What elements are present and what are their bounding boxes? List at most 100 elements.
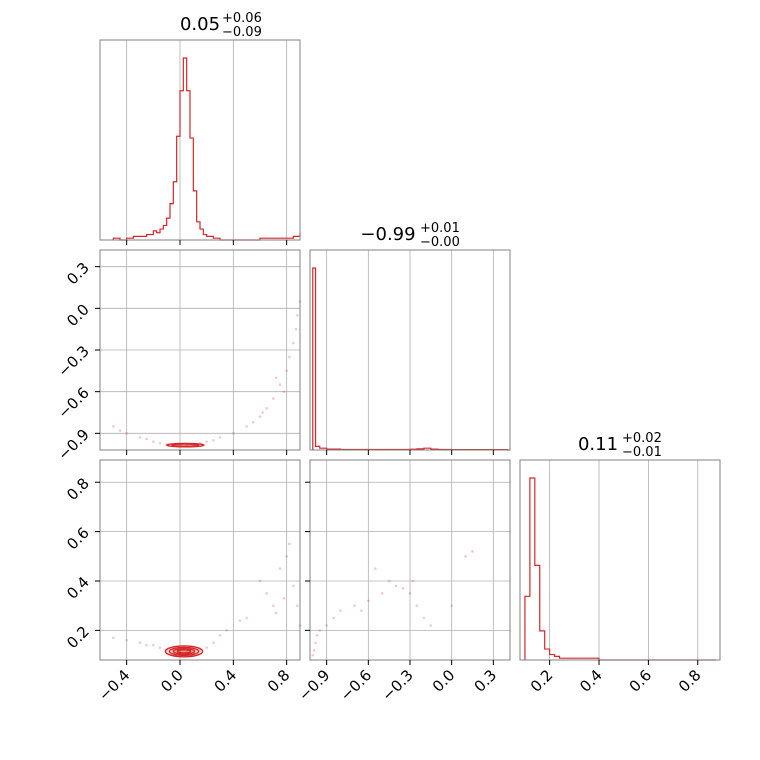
scatter-param1-param2-point bbox=[394, 584, 398, 588]
scatter-param0-param1-point bbox=[292, 341, 295, 345]
panel-param0-vs-param2-xtick-label-1: 0.0 bbox=[157, 666, 187, 696]
scatter-param0-param2-point bbox=[218, 634, 222, 637]
scatter-param0-param1-point bbox=[212, 438, 215, 442]
scatter-param0-param1-point bbox=[265, 407, 268, 410]
panel-hist-param2-xtick-label-1: 0.4 bbox=[576, 666, 606, 696]
panel-param0-vs-param2-border bbox=[99, 459, 301, 661]
scatter-param1-param2-point bbox=[353, 604, 356, 607]
scatter-param0-param2-point bbox=[258, 579, 262, 583]
panel-param0-vs-param1-ytick-label-2: −0.3 bbox=[54, 342, 92, 380]
title-param1-median: −0.99 bbox=[360, 224, 415, 245]
scatter-param0-param2-point bbox=[282, 596, 286, 600]
scatter-param1-param2-point bbox=[401, 587, 405, 590]
panel-hist-param1 bbox=[309, 249, 511, 455]
panel-param0-vs-param2: −0.4 0.0 0.4 0.8 0.2 0.4 0.6 0.8 bbox=[63, 459, 302, 705]
scatter-param0-param1-point bbox=[245, 425, 248, 428]
scatter-param0-param2-point bbox=[145, 643, 148, 647]
scatter-param0-param1-point bbox=[118, 429, 122, 432]
scatter-param0-param1-point bbox=[296, 313, 299, 317]
scatter-param1-param2-point bbox=[360, 609, 363, 612]
title-param2-minus: −0.01 bbox=[622, 445, 662, 460]
scatter-param0-param2-point bbox=[238, 619, 242, 622]
scatter-param1-param2-point bbox=[471, 550, 474, 553]
title-param0: 0.05 bbox=[180, 14, 220, 35]
hist-param0-line bbox=[112, 57, 301, 241]
title-param0-plus: +0.06 bbox=[222, 11, 262, 26]
panel-param0-vs-param2-ytick-label-2: 0.6 bbox=[63, 524, 93, 554]
panel-param0-vs-param1-ytick-label-3: 0.0 bbox=[63, 300, 93, 330]
scatter-param0-param2-point bbox=[288, 542, 291, 546]
panel-hist-param0 bbox=[99, 39, 301, 245]
scatter-param0-param1-point bbox=[158, 441, 162, 445]
panel-hist-param2-xtick-label-3: 0.8 bbox=[675, 666, 705, 696]
scatter-param0-param2-point bbox=[125, 638, 128, 642]
panel-param0-vs-param1-ytick-label-0: −0.9 bbox=[54, 425, 92, 463]
title-param2-plus: +0.02 bbox=[622, 431, 662, 446]
scatter-param0-param2-point bbox=[285, 554, 288, 558]
scatter-param0-param1-point bbox=[285, 369, 288, 373]
scatter-param0-param2-point bbox=[212, 641, 215, 645]
panel-param0-vs-param2-xtick-label-0: −0.4 bbox=[95, 666, 133, 704]
scatter-param0-param1-point bbox=[252, 420, 255, 424]
scatter-param1-param2-point bbox=[415, 604, 419, 607]
title-param0-minus: −0.09 bbox=[222, 25, 262, 40]
title-param2: 0.11 bbox=[578, 434, 618, 455]
scatter-param0-param2-point bbox=[278, 567, 282, 570]
panel-hist-param2-xtick-label-0: 0.2 bbox=[527, 666, 557, 696]
panel-param0-vs-param2-bg bbox=[100, 460, 300, 660]
panel-hist-param2-bg bbox=[520, 460, 720, 660]
scatter-param1-param2-point bbox=[408, 592, 412, 595]
scatter-param1-param2-point bbox=[373, 567, 377, 570]
scatter-param0-param2-point bbox=[158, 646, 162, 649]
scatter-param0-param2-point bbox=[292, 584, 295, 588]
scatter-param1-param2-point bbox=[312, 648, 316, 652]
panel-hist-param0-bg bbox=[100, 40, 300, 240]
scatter-param0-param1-point bbox=[112, 425, 115, 428]
title-param1-minus: −0.00 bbox=[420, 235, 460, 250]
scatter-param0-param1-point bbox=[274, 376, 278, 380]
scatter-param1-param2-point bbox=[464, 554, 467, 558]
scatter-param1-param2-point bbox=[318, 629, 322, 632]
scatter-param0-param1-point bbox=[294, 327, 298, 331]
panel-param1-vs-param2-xtick-label-0: −0.9 bbox=[295, 666, 333, 704]
scatter-param1-param2-point bbox=[314, 641, 317, 645]
scatter-param0-param1-point bbox=[261, 411, 264, 414]
scatter-param1-param2-point bbox=[311, 653, 315, 657]
scatter-param1-param2-point bbox=[367, 599, 370, 603]
scatter-param0-param2-point bbox=[296, 604, 299, 607]
scatter-param0-param1-point bbox=[152, 440, 155, 443]
scatter-param0-param1-point bbox=[205, 440, 208, 443]
panel-param0-vs-param1-ytick-label-1: −0.6 bbox=[54, 384, 92, 422]
title-param1-plus: +0.01 bbox=[420, 221, 460, 236]
scatter-param1-param2-point bbox=[380, 592, 384, 595]
scatter-param1-param2-point bbox=[429, 624, 433, 627]
scatter-param0-param2-point bbox=[265, 592, 268, 595]
scatter-param0-param2-point bbox=[112, 636, 115, 640]
scatter-param0-param1-point bbox=[138, 436, 142, 439]
scatter-param1-param2-point bbox=[422, 616, 426, 620]
scatter-param0-param2-point bbox=[152, 643, 155, 647]
scatter-param0-param1-point bbox=[288, 355, 291, 359]
panel-param1-vs-param2-xtick-label-3: 0.0 bbox=[429, 666, 459, 696]
scatter-param1-param2-point bbox=[315, 634, 319, 637]
panel-hist-param0-border bbox=[99, 39, 301, 241]
scatter-param0-param2-point bbox=[272, 604, 275, 607]
scatter-param0-param1-point bbox=[272, 397, 275, 400]
scatter-param1-param2-point bbox=[339, 609, 342, 612]
contour-param0-param1-level-1 bbox=[171, 443, 200, 447]
panel-param1-vs-param2-xtick-label-4: 0.3 bbox=[471, 666, 501, 696]
scatter-param1-param2-point bbox=[387, 579, 391, 583]
scatter-param0-param2-point bbox=[225, 629, 228, 632]
panel-hist-param2-xtick-label-2: 0.6 bbox=[626, 666, 656, 696]
panel-param1-vs-param2-xtick-label-1: −0.6 bbox=[337, 666, 375, 704]
scatter-param0-param2-point bbox=[274, 611, 278, 615]
scatter-param0-param1-point bbox=[125, 432, 128, 435]
panel-param0-vs-param1: −0.9−0.6 −0.3 0.0 0.3 bbox=[54, 249, 302, 464]
panel-param0-vs-param2-xtick-label-2: 0.4 bbox=[211, 666, 241, 696]
panel-hist-param2: 0.2 0.4 0.6 0.8 bbox=[519, 459, 721, 696]
panel-param0-vs-param2-ytick-label-0: 0.2 bbox=[63, 622, 93, 652]
scatter-param0-param2-point bbox=[205, 646, 208, 649]
title-param1: −0.99 bbox=[360, 224, 415, 245]
panel-hist-param2-border bbox=[519, 459, 721, 661]
